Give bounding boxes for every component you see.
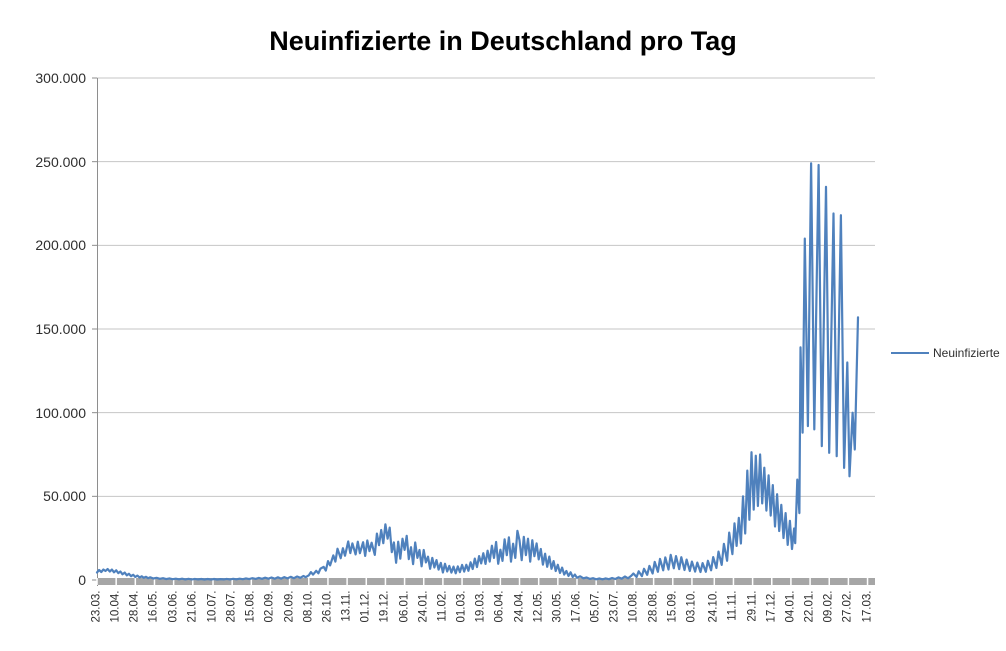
x-axis-label: 24.10.: [707, 590, 720, 622]
x-axis-tick-notch: [790, 578, 792, 585]
y-axis-label: 300.000: [35, 70, 86, 86]
x-axis-tick-notch: [288, 578, 291, 585]
x-axis-label: 23.07.: [608, 590, 621, 622]
x-axis-label: 20.09.: [283, 590, 296, 622]
x-axis-tick-notch: [231, 578, 233, 585]
x-axis-label: 01.03.: [455, 590, 468, 622]
x-axis-tick-notch: [828, 578, 830, 585]
x-axis-label: 09.02.: [822, 590, 835, 622]
x-axis-tick-notch: [499, 578, 502, 585]
legend-series-label: Neuinfizierte: [933, 346, 1000, 360]
y-axis-label: 50.000: [43, 488, 86, 505]
legend-line-swatch: [891, 352, 929, 354]
x-axis-tick-notch: [403, 578, 406, 585]
x-axis-tick-notch: [212, 578, 214, 585]
x-axis-label: 08.10.: [302, 590, 315, 622]
x-axis-tick-notch: [442, 578, 444, 585]
x-axis-label: 28.07.: [225, 590, 238, 622]
x-axis-label: 28.08.: [647, 590, 660, 622]
x-axis-label: 23.03.: [90, 590, 103, 622]
x-axis-tick-notch: [732, 578, 735, 585]
series-line-neuinfizierte: [95, 162, 860, 581]
x-axis-tick-notch: [809, 578, 811, 585]
x-axis-tick-notch: [672, 578, 674, 585]
x-axis-label: 30.05.: [551, 590, 564, 622]
x-axis-label: 05.07.: [589, 590, 602, 622]
x-axis-label: 02.09.: [263, 590, 276, 622]
x-axis-tick-notch: [96, 578, 98, 585]
x-axis-tick-notch: [595, 578, 597, 585]
x-axis-tick-notch: [250, 578, 253, 585]
x-axis-tick-notch: [847, 578, 850, 585]
x-axis-label: 10.04.: [109, 590, 122, 622]
x-axis-tick-notch: [192, 578, 194, 585]
x-axis-label: 21.06.: [186, 590, 199, 622]
x-axis-label: 12.05.: [532, 590, 545, 622]
x-axis-tick-notch: [866, 578, 869, 585]
x-axis-label: 24.04.: [513, 590, 526, 622]
x-axis-tick-notch: [771, 578, 773, 585]
x-axis-tick-notch: [269, 578, 272, 585]
x-axis-tick-notch: [557, 578, 559, 585]
x-axis-label: 10.07.: [206, 590, 219, 622]
x-axis-tick-notch: [308, 578, 310, 585]
x-axis-label: 04.01.: [784, 590, 797, 622]
x-axis-tick-notch: [713, 578, 716, 585]
x-axis-tick-notch: [614, 578, 617, 585]
x-axis-tick-notch: [346, 578, 348, 585]
x-axis-label: 15.08.: [244, 590, 257, 622]
x-axis-label: 19.12.: [378, 590, 391, 622]
y-axis-label: 0: [78, 572, 86, 588]
x-axis-label: 15.09.: [666, 590, 679, 622]
chart-title: Neuinfizierte in Deutschland pro Tag: [269, 26, 737, 56]
x-axis-tick-notch: [691, 578, 693, 585]
x-axis-label: 06.04.: [493, 590, 506, 622]
x-axis-label: 22.01.: [803, 590, 816, 622]
x-axis-label: 17.12.: [765, 590, 778, 622]
x-axis-tick-notch: [422, 578, 425, 585]
x-axis-label: 13.11.: [340, 590, 353, 622]
x-axis-tick-notch: [652, 578, 655, 585]
x-axis-label: 11.02.: [436, 590, 449, 622]
x-axis-tick-notch: [365, 578, 368, 585]
x-axis-tick-notch: [751, 578, 754, 585]
x-axis-tick-notch: [134, 578, 137, 585]
x-axis-tick-notch: [518, 578, 521, 585]
x-axis-label: 27.02.: [841, 590, 854, 622]
y-axis-label: 100.000: [35, 404, 86, 421]
y-axis-label: 200.000: [35, 237, 86, 254]
x-axis-tick-notch: [172, 578, 175, 585]
x-axis-tick-notch: [327, 578, 329, 585]
x-axis-label: 17.03.: [861, 590, 874, 622]
legend: Neuinfizierte: [891, 346, 1000, 360]
x-axis-label: 26.10.: [321, 590, 334, 622]
x-axis-label: 01.12.: [359, 590, 372, 622]
x-axis-tick-notch: [480, 578, 482, 585]
x-axis-band: [97, 578, 875, 585]
x-axis-tick-notch: [576, 578, 578, 585]
x-axis-label: 29.11.: [746, 590, 759, 622]
x-axis-label: 28.04.: [128, 590, 141, 622]
y-axis-label: 250.000: [35, 153, 86, 170]
x-axis-label: 11.11.: [726, 590, 739, 621]
x-axis-tick-notch: [384, 578, 387, 585]
x-axis-tick-notch: [115, 578, 117, 585]
y-axis-label: 150.000: [35, 321, 86, 337]
x-axis-tick-notch: [633, 578, 636, 585]
x-axis-label: 16.05.: [147, 590, 160, 622]
x-axis-label: 19.03.: [474, 590, 487, 622]
x-axis-label: 10.08.: [627, 590, 640, 622]
x-axis-tick-notch: [153, 578, 156, 585]
x-axis-label: 03.10.: [685, 590, 698, 622]
x-axis-label: 03.06.: [167, 590, 180, 622]
x-axis-tick-notch: [537, 578, 540, 585]
x-axis-label: 17.06.: [570, 590, 583, 622]
x-axis-label: 24.01.: [417, 590, 430, 622]
x-axis-label: 06.01.: [398, 590, 411, 622]
x-axis-tick-notch: [461, 578, 463, 585]
